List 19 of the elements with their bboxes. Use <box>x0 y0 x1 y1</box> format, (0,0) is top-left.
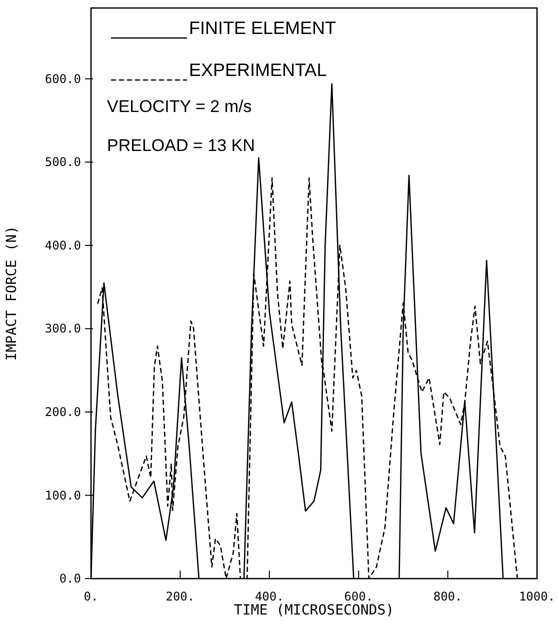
y-axis-title: IMPACT FORCE (N) <box>4 226 20 361</box>
annotation: PRELOAD = 13 KN <box>107 136 255 155</box>
y-tick-label: 400.0 <box>44 238 81 252</box>
y-tick-label: 600.0 <box>44 72 81 86</box>
x-tick-label: 400. <box>254 590 284 604</box>
x-tick-label: 800. <box>433 590 462 604</box>
x-axis-title: TIME (MICROSECONDS) <box>234 602 394 619</box>
legend-label: FINITE ELEMENT <box>189 18 336 38</box>
x-tick-label: 1000. <box>518 590 556 604</box>
legend-label: EXPERIMENTAL <box>189 60 327 80</box>
y-tick-label: 500.0 <box>44 155 81 170</box>
y-tick-label: 0.0 <box>59 572 81 586</box>
annotation: VELOCITY = 2 m/s <box>107 97 252 116</box>
x-tick-label: 200. <box>166 590 195 604</box>
y-tick-label: 200.0 <box>44 405 81 419</box>
x-tick-label: 600. <box>344 590 374 604</box>
y-tick-label: 100.0 <box>44 488 81 502</box>
y-tick-label: 300.0 <box>44 322 81 336</box>
x-tick-label: 0. <box>84 590 98 604</box>
